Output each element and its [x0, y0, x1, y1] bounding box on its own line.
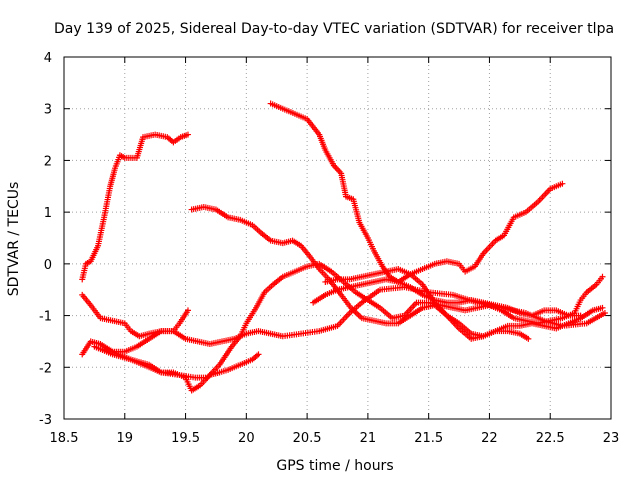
x-tick-labels: 18.5 19 19.5 20 20.5 21 21.5 22 22.5 23 — [50, 431, 620, 446]
data-point-marker — [599, 273, 606, 280]
x-axis-label: GPS time / hours — [276, 458, 393, 474]
x-tick-label: 18.5 — [50, 431, 79, 446]
y-tick-labels: -3 -2 -1 0 1 2 3 4 — [39, 51, 52, 428]
data-series — [79, 100, 608, 394]
x-tick-label: 19 — [117, 431, 134, 446]
data-point-marker — [184, 307, 191, 314]
x-tick-label: 20.5 — [293, 431, 322, 446]
series-track-3 — [79, 307, 191, 358]
x-tick-label: 22 — [481, 431, 498, 446]
data-point-marker — [255, 351, 262, 358]
y-tick-label: -2 — [39, 361, 52, 376]
data-point-marker — [601, 309, 608, 316]
y-tick-label: 4 — [44, 51, 52, 66]
y-tick-label: -3 — [39, 413, 52, 428]
series-track-1 — [79, 131, 191, 283]
plot-frame — [63, 56, 612, 420]
y-tick-label: 1 — [44, 206, 52, 221]
x-tick-label: 23 — [603, 431, 620, 446]
data-point-marker — [184, 131, 191, 138]
axes — [63, 56, 612, 420]
series-track-8 — [310, 276, 584, 319]
data-point-marker — [599, 304, 606, 311]
x-tick-label: 21.5 — [414, 431, 443, 446]
x-tick-label: 21 — [360, 431, 377, 446]
data-point-marker — [525, 335, 532, 342]
y-tick-label: 3 — [44, 103, 52, 118]
data-point-marker — [559, 180, 566, 187]
data-point-marker — [577, 312, 584, 319]
y-tick-label: -1 — [39, 310, 52, 325]
x-tick-label: 20 — [238, 431, 255, 446]
chart-title: Day 139 of 2025, Sidereal Day-to-day VTE… — [54, 21, 614, 37]
y-tick-label: 0 — [44, 258, 52, 273]
x-tick-label: 19.5 — [171, 431, 200, 446]
y-axis-label: SDTVAR / TECUs — [6, 182, 22, 297]
y-tick-label: 2 — [44, 154, 52, 169]
series-track-9 — [322, 266, 532, 342]
x-tick-label: 22.5 — [536, 431, 565, 446]
